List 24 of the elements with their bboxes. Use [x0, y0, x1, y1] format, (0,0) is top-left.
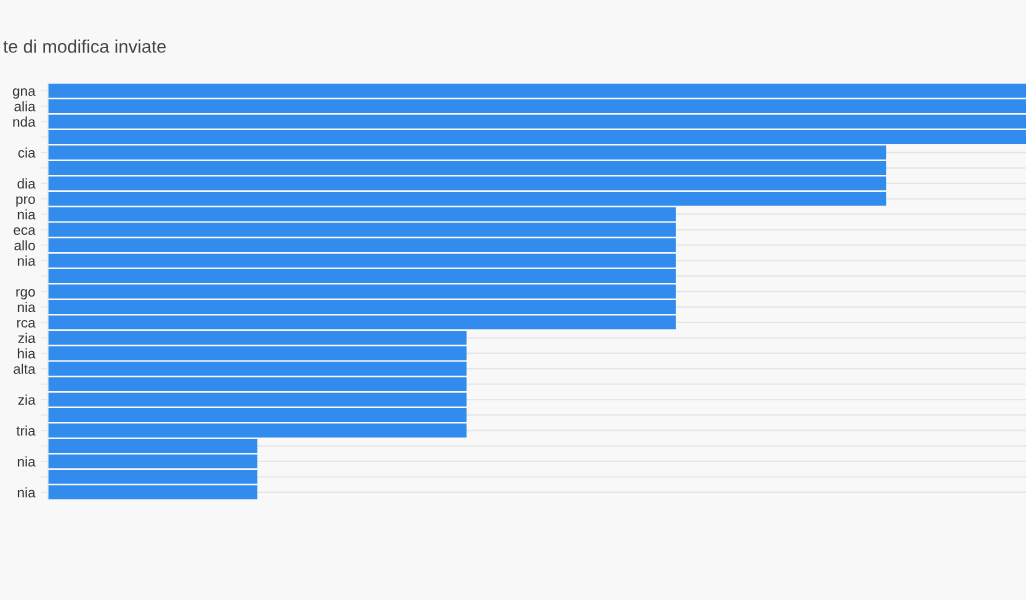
- y-tick-label: nda: [13, 116, 36, 127]
- y-tick-label: hia: [17, 348, 36, 359]
- chart-title: te di modifica inviate: [3, 39, 166, 53]
- y-tick-label: nia: [17, 255, 36, 266]
- y-tick-label: cia: [18, 147, 36, 158]
- y-tick-label: alta: [13, 363, 36, 374]
- y-tick-label: nia: [17, 209, 36, 220]
- y-tick-label: alia: [14, 101, 36, 112]
- y-tick-label: rgo: [16, 289, 35, 300]
- y-tick-label: nia: [17, 456, 36, 467]
- y-tick-label: pro: [16, 196, 35, 207]
- y-tick-label: allo: [14, 240, 35, 251]
- y-tick-label: tria: [16, 425, 36, 436]
- bar: [48, 145, 887, 160]
- bar: [48, 423, 467, 438]
- y-tick-label: dia: [17, 178, 36, 189]
- y-tick-label: gna: [12, 88, 36, 99]
- y-tick-label: rca: [17, 319, 36, 328]
- y-tick-label: zia: [18, 332, 36, 343]
- y-tick-label: zia: [18, 394, 36, 405]
- y-tick-label: nia: [17, 301, 36, 313]
- y-tick-label: eca: [13, 227, 36, 235]
- y-tick-label: nia: [17, 487, 36, 498]
- bar: [48, 284, 676, 299]
